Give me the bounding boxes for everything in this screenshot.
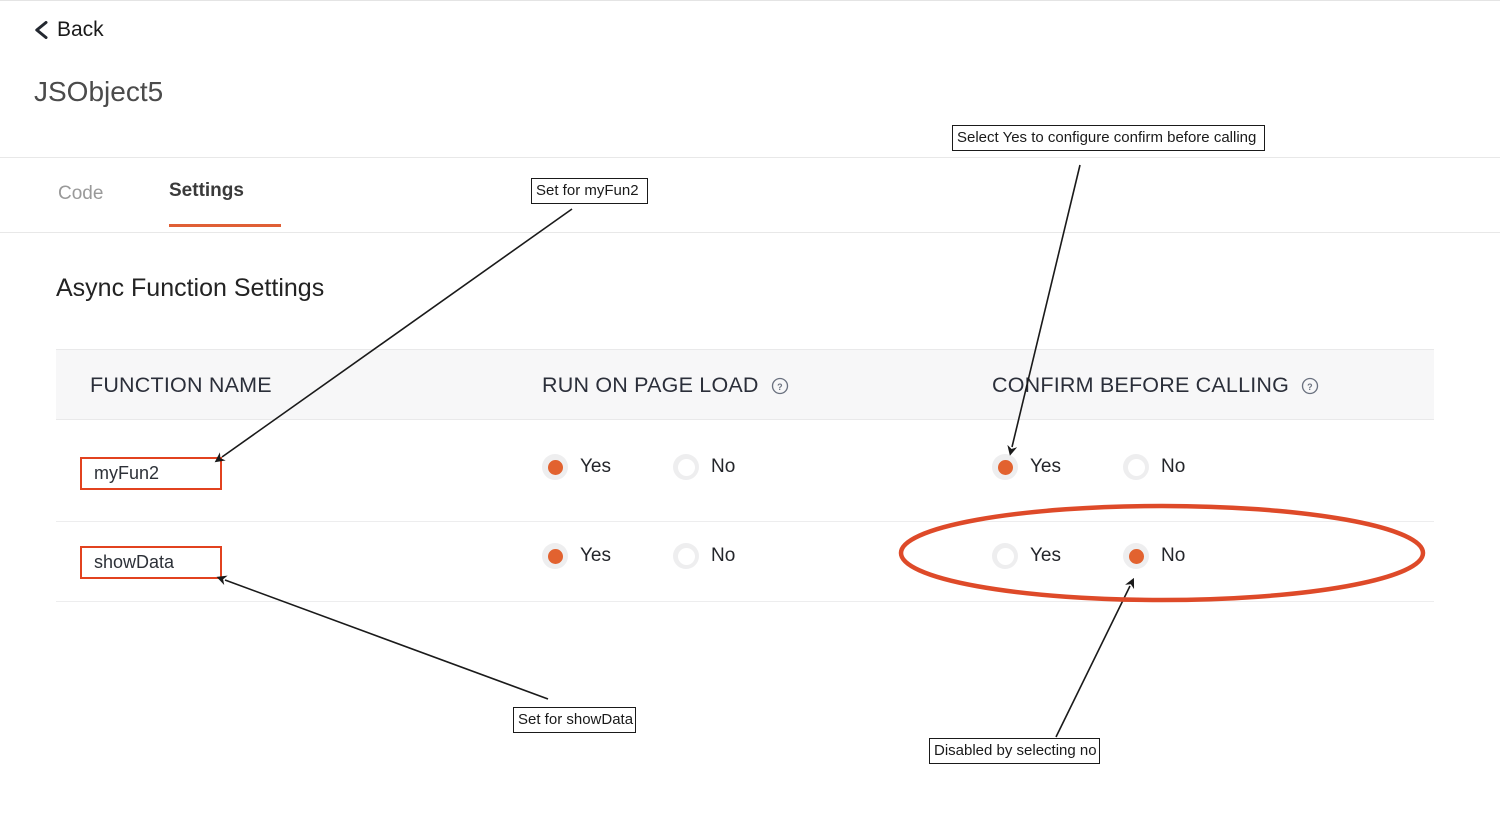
svg-text:?: ? bbox=[1307, 381, 1313, 391]
svg-text:?: ? bbox=[777, 381, 783, 391]
